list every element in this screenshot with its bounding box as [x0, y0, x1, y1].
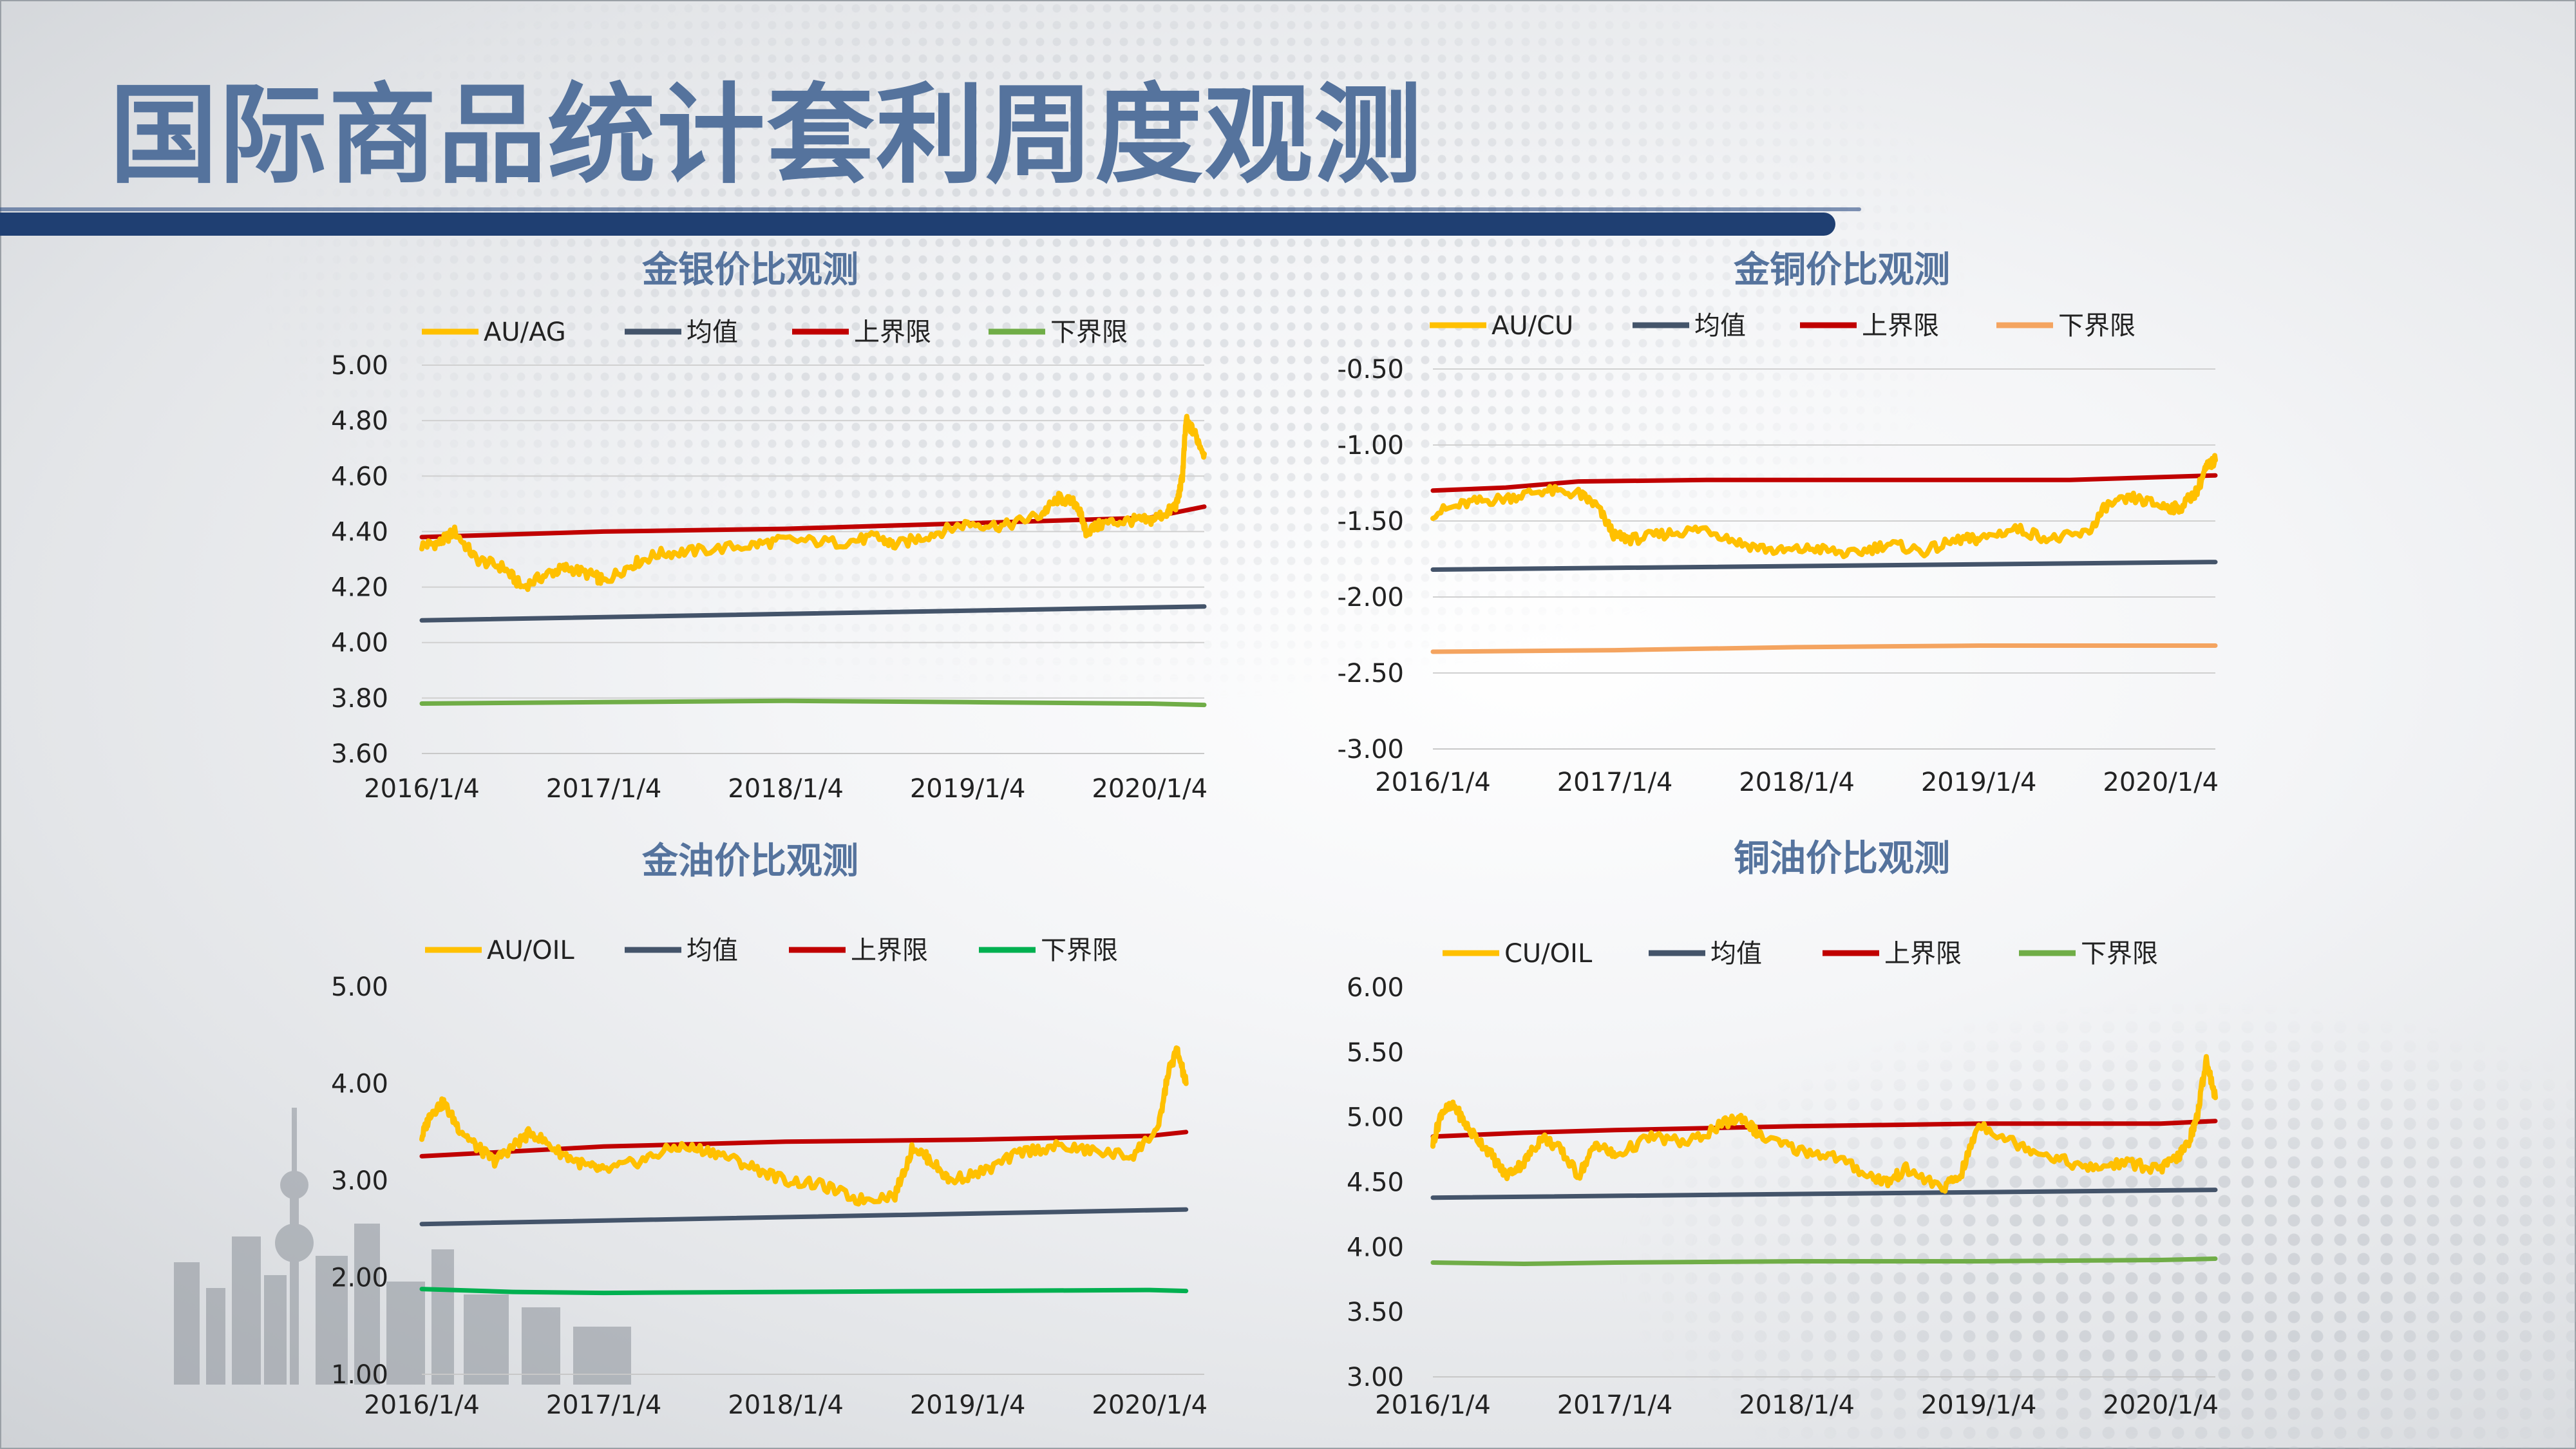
y-tick-label: 3.00: [1347, 1363, 1404, 1392]
y-tick-label: -3.00: [1338, 735, 1405, 764]
legend-label: AU/CU: [1492, 311, 1573, 341]
y-tick-label: 3.80: [331, 684, 388, 714]
chart-gold-copper: 金铜价比观测 -0.50 -1.00 -1.50 -2.00 -2.50 -3.00 2016…: [1327, 245, 2260, 824]
y-tick-label: 3.50: [1347, 1298, 1404, 1327]
world-map-dots: [245, 0, 1984, 708]
series-line: [1430, 643, 2218, 654]
legend-label: 下界限: [2058, 311, 2136, 341]
series-line: [419, 604, 1207, 623]
y-tick-label: 2.00: [331, 1264, 388, 1293]
y-tick-label: 3.60: [331, 739, 388, 769]
series-line: [419, 1207, 1189, 1227]
y-tick-label: 4.20: [331, 573, 388, 603]
series-line: [1430, 560, 2218, 572]
y-tick-label: 5.00: [1347, 1103, 1404, 1133]
x-tick-label: 2017/1/4: [1557, 768, 1673, 797]
x-tick-label: 2016/1/4: [1375, 768, 1491, 797]
chart-title: 金铜价比观测: [1733, 249, 1950, 291]
legend-label: 下界限: [1050, 317, 1128, 347]
x-tick-label: 2017/1/4: [1557, 1390, 1673, 1420]
x-tick-label: 2017/1/4: [546, 1390, 662, 1420]
legend-label: 上界限: [1884, 939, 1962, 969]
series-line: [419, 698, 1207, 708]
y-tick-label: -2.50: [1338, 659, 1405, 688]
x-tick-label: 2020/1/4: [2103, 1390, 2219, 1420]
series-line: [1430, 1054, 2218, 1194]
y-tick-label: 4.60: [331, 462, 388, 491]
y-tick-label: 4.80: [331, 406, 388, 436]
chart-title: 金银价比观测: [641, 249, 858, 291]
y-tick-label: 3.00: [331, 1166, 388, 1196]
legend-label: 均值: [1694, 311, 1746, 341]
x-tick-label: 2019/1/4: [910, 774, 1026, 804]
chart-title: 金油价比观测: [641, 840, 858, 882]
series-line: [1430, 1119, 2218, 1139]
x-tick-label: 2019/1/4: [1921, 768, 2037, 797]
legend-label: 均值: [1710, 939, 1762, 969]
legend-label: 上界限: [851, 936, 928, 965]
x-tick-label: 2016/1/4: [364, 1390, 480, 1420]
city-skyline-decoration: [174, 1108, 631, 1385]
x-tick-label: 2020/1/4: [1092, 774, 1208, 804]
chart-gold-silver: 金银价比观测 5.00 4.80 4.60 4.40 4.20 4.00 3.80 3.60 20…: [322, 245, 1256, 824]
y-tick-label: 4.50: [1347, 1168, 1404, 1198]
chart-title: 铜油价比观测: [1734, 838, 1950, 880]
y-tick-label: 4.00: [331, 1070, 388, 1099]
x-tick-label: 2016/1/4: [1375, 1390, 1491, 1420]
legend-label: CU/OIL: [1504, 939, 1593, 969]
floor-dots: [1610, 998, 2576, 1449]
legend-label: AU/OIL: [487, 936, 574, 965]
x-tick-label: 2018/1/4: [728, 774, 844, 804]
y-tick-label: 4.00: [1347, 1233, 1404, 1262]
legend-label: 下界限: [2081, 939, 2158, 969]
series-line: [1430, 1256, 2218, 1266]
y-tick-label: -1.00: [1338, 431, 1405, 460]
series-line: [419, 1287, 1189, 1296]
y-tick-label: 4.00: [331, 629, 388, 658]
series-line: [419, 413, 1207, 592]
y-tick-label: 5.00: [331, 351, 388, 381]
x-tick-label: 2016/1/4: [364, 774, 480, 804]
series-line: [1430, 453, 2218, 560]
x-tick-label: 2020/1/4: [2103, 768, 2219, 797]
chart-gold-oil: 金油价比观测 5.00 4.00 3.00 2.00 1.00 2016/1/4 2017/1…: [322, 837, 1256, 1430]
y-tick-label: -1.50: [1338, 507, 1405, 536]
series-line: [1430, 1188, 2218, 1200]
y-tick-label: -0.50: [1338, 355, 1405, 384]
chart-copper-oil: 铜油价比观测 6.00 5.50 5.00 4.50 4.00 3.50 3.00 2016/1…: [1327, 837, 2260, 1430]
legend-label: 下界限: [1041, 936, 1118, 965]
y-tick-label: 5.00: [331, 972, 388, 1002]
x-tick-label: 2020/1/4: [1092, 1390, 1208, 1420]
y-tick-label: 5.50: [1347, 1038, 1404, 1068]
title-underline-bar: [0, 213, 1835, 236]
y-tick-label: -2.00: [1338, 583, 1405, 612]
x-tick-label: 2017/1/4: [546, 774, 662, 804]
x-tick-label: 2018/1/4: [1739, 1390, 1855, 1420]
page-title: 国际商品统计套利周度观测: [109, 72, 1423, 198]
y-tick-label: 6.00: [1347, 973, 1404, 1003]
legend-label: 上界限: [1862, 311, 1939, 341]
legend-label: 均值: [687, 936, 738, 965]
title-underline-accent: [0, 207, 1861, 211]
x-tick-label: 2019/1/4: [1921, 1390, 2037, 1420]
legend-label: AU/AG: [484, 317, 566, 347]
y-tick-label: 4.40: [331, 517, 388, 547]
series-line: [419, 1045, 1189, 1207]
series-line: [1430, 473, 2218, 493]
x-tick-label: 2018/1/4: [1739, 768, 1855, 797]
legend-label: 上界限: [854, 317, 931, 347]
y-tick-label: 1.00: [331, 1360, 388, 1390]
x-tick-label: 2019/1/4: [910, 1390, 1026, 1420]
x-tick-label: 2018/1/4: [728, 1390, 844, 1420]
legend-label: 均值: [687, 317, 738, 347]
